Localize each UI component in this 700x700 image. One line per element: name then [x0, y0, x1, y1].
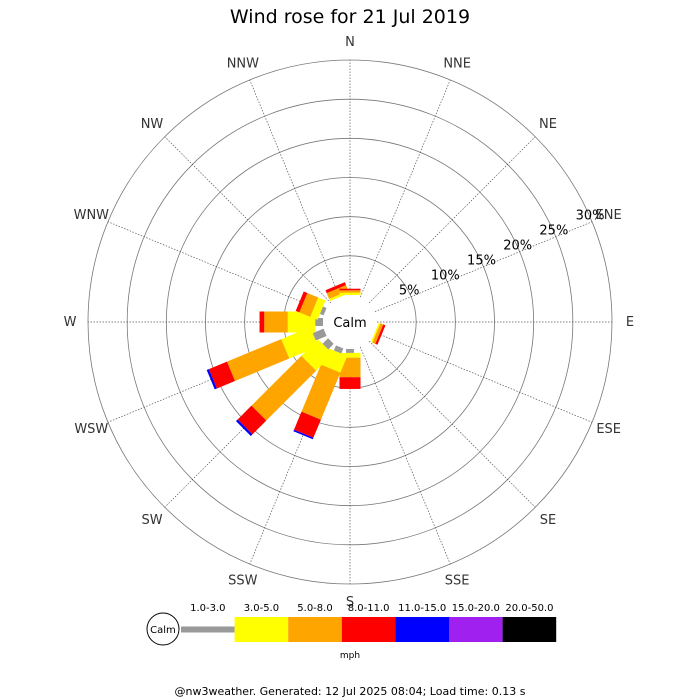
bar-segment-s-3.0-5.0: [339, 352, 361, 358]
bar-segment-n-5.0-8.0: [339, 290, 361, 293]
bar-segment-wnw-5.0-8.0: [299, 292, 319, 317]
legend-swatch-15.0-20.0: [449, 617, 503, 642]
tick-label-20: 20%: [503, 239, 532, 254]
spoke-nne: [360, 79, 451, 298]
direction-label-s: S: [346, 595, 354, 610]
calm-center: Calm: [327, 299, 373, 345]
legend-swatch-20.0-50.0: [502, 617, 557, 642]
legend-swatch-11.0-15.0: [395, 617, 449, 642]
direction-label-nne: NNE: [443, 56, 471, 71]
tick-label-30: 30%: [576, 209, 605, 224]
direction-label-wsw: WSW: [74, 422, 108, 437]
spoke-nnw: [249, 79, 340, 298]
spoke-wnw: [107, 221, 326, 312]
bar-segment-wnw-1.0-3.0: [319, 306, 327, 316]
bar-segment-wsw-3.0-5.0: [281, 327, 319, 359]
chart-title: Wind rose for 21 Jul 2019: [230, 6, 470, 28]
bar-w: [259, 311, 323, 333]
bar-segment-s-8.0-11.0: [339, 377, 361, 389]
legend-calm-circle: [146, 612, 180, 646]
direction-labels: N NNE NE ENE E ESE SE SSE S SSW SW WSW W WNW NW NNW: [64, 35, 635, 610]
legend-label-11.0-15.0: 11.0-15.0: [398, 603, 446, 614]
calm-label: Calm: [333, 316, 366, 331]
bar-segment-ese-8.0-11.0: [375, 324, 386, 345]
bar-wnw: [295, 291, 327, 320]
bar-segment-ssw-8.0-11.0: [293, 411, 321, 438]
direction-label-wnw: WNW: [74, 208, 110, 223]
bar-segment-wsw-8.0-11.0: [208, 361, 235, 389]
bar-wsw: [206, 327, 327, 390]
legend-swatch-8.0-11.0: [341, 617, 396, 642]
bar-segment-wnw-8.0-11.0: [295, 291, 308, 313]
bar-segment-sw-11.0-15.0: [235, 419, 253, 437]
radial-grid: [87, 59, 613, 585]
bar-segment-w-3.0-5.0: [287, 311, 316, 333]
legend-swatch-3.0-5.0: [234, 617, 289, 642]
tick-label-15: 15%: [467, 254, 496, 269]
bar-segment-ssw-1.0-3.0: [333, 345, 344, 354]
legend-swatch-5.0-8.0: [288, 617, 342, 642]
tick-label-25: 25%: [539, 224, 568, 239]
bar-segment-wsw-11.0-15.0: [206, 369, 217, 390]
speed-legend: Calm 1.0-3.0 3.0-5.0 5.0-8.0 8.0-11.0 11.0-1…: [146, 603, 557, 661]
legend-swatch-1.0-3.0: [181, 626, 235, 633]
spoke-se: [368, 340, 536, 508]
direction-label-e: E: [626, 315, 634, 330]
spoke-ne: [368, 136, 536, 304]
direction-label-ssw: SSW: [228, 574, 258, 589]
bar-segment-w-5.0-8.0: [264, 311, 288, 333]
bar-ese: [370, 322, 386, 345]
bar-segment-sw-3.0-5.0: [301, 339, 333, 371]
bar-segment-wnw-3.0-5.0: [310, 297, 326, 320]
direction-label-nw: NW: [141, 117, 164, 132]
footer-text: @nw3weather. Generated: 12 Jul 2025 08:0…: [175, 685, 526, 698]
spoke-nw: [164, 136, 332, 304]
bar-segment-ssw-11.0-15.0: [293, 429, 314, 440]
direction-label-se: SE: [540, 513, 556, 528]
legend-unit: mph: [340, 651, 360, 661]
bar-segment-ssw-5.0-8.0: [301, 364, 341, 420]
bar-sw: [235, 338, 334, 437]
bar-segment-w-1.0-3.0: [315, 318, 323, 326]
spoke-sse: [360, 346, 451, 565]
bar-segment-ese-5.0-8.0: [372, 323, 384, 344]
bar-segment-ese-3.0-5.0: [370, 322, 381, 343]
spoke-ene: [374, 221, 593, 312]
bar-segment-s-5.0-8.0: [339, 357, 361, 378]
spoke-ese: [374, 332, 593, 423]
legend-label-5.0-8.0: 5.0-8.0: [297, 603, 332, 614]
legend-label-8.0-11.0: 8.0-11.0: [348, 603, 390, 614]
wind-bars: [206, 282, 386, 440]
direction-label-nnw: NNW: [227, 56, 259, 71]
bar-segment-nnw-5.0-8.0: [326, 285, 349, 299]
direction-label-ese: ESE: [596, 422, 621, 437]
legend-label-20.0-50.0: 20.0-50.0: [505, 603, 553, 614]
bar-segment-sw-1.0-3.0: [322, 338, 334, 350]
legend-calm-label: Calm: [150, 625, 176, 636]
direction-label-ene: ENE: [596, 208, 622, 223]
tick-label-5: 5%: [399, 284, 420, 299]
bar-segment-sw-5.0-8.0: [251, 355, 317, 421]
bar-segment-wsw-5.0-8.0: [226, 339, 290, 382]
bar-segment-s-1.0-3.0: [346, 349, 354, 353]
legend-label-3.0-5.0: 3.0-5.0: [244, 603, 279, 614]
bar-segment-wsw-1.0-3.0: [312, 328, 327, 341]
bar-n: [339, 288, 361, 295]
bar-segment-nnw-8.0-11.0: [325, 282, 347, 294]
direction-label-ne: NE: [539, 117, 557, 132]
bar-segment-n-3.0-5.0: [339, 292, 361, 295]
bar-s: [339, 349, 361, 389]
bar-segment-w-8.0-11.0: [259, 311, 265, 333]
bar-segment-sw-8.0-11.0: [237, 405, 267, 435]
legend-label-15.0-20.0: 15.0-20.0: [452, 603, 500, 614]
direction-label-sse: SSE: [445, 574, 470, 589]
direction-label-n: N: [345, 35, 355, 50]
direction-label-sw: SW: [141, 513, 162, 528]
tick-label-10: 10%: [431, 269, 460, 284]
radial-tick-labels: 5% 10% 15% 20% 25% 30%: [399, 209, 605, 299]
direction-label-w: W: [64, 315, 77, 330]
bar-segment-n-8.0-11.0: [339, 288, 361, 291]
legend-label-1.0-3.0: 1.0-3.0: [190, 603, 225, 614]
